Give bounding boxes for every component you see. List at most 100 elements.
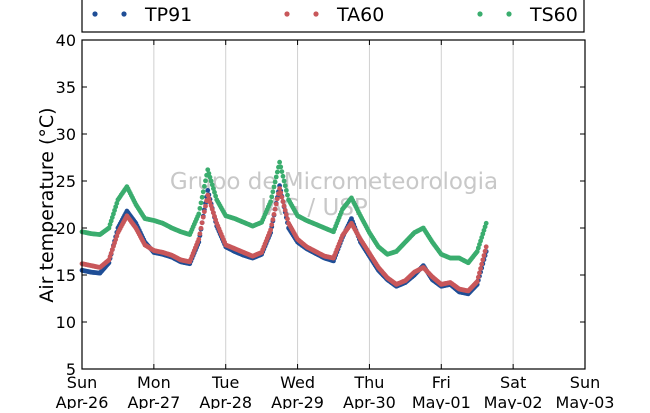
data-point-fill (477, 270, 482, 276)
data-point-fill (271, 184, 277, 190)
data-point-fill (201, 183, 207, 189)
data-point-fill (279, 169, 285, 175)
data-point-fill (199, 220, 205, 226)
legend-marker (92, 11, 98, 17)
y-axis: 5 10 15 20 25 30 35 40 (56, 31, 585, 379)
x-tick-label-date: May-02 (484, 393, 543, 409)
series-ts60 (79, 159, 489, 266)
data-point (483, 220, 489, 226)
data-point-fill (197, 205, 203, 211)
data-point-fill (478, 266, 483, 271)
data-point-fill (279, 194, 285, 200)
y-tick-label: 25 (56, 172, 76, 191)
data-point-fill (201, 209, 207, 215)
x-tick-label-date: Apr-30 (343, 393, 396, 409)
y-tick-label: 10 (56, 313, 76, 332)
x-tick-label-day: Sat (500, 373, 526, 392)
data-point-fill (272, 206, 278, 212)
legend: TP91 TA60 TS60 (81, 0, 585, 33)
grid (153, 40, 514, 369)
data-point (268, 227, 274, 233)
data-point-fill (203, 178, 208, 184)
data-point-fill (281, 203, 287, 209)
data-point (483, 244, 489, 250)
x-tick-label-date: Apr-28 (199, 393, 252, 409)
data-point-fill (282, 183, 288, 189)
data-point-fill (206, 171, 212, 176)
x-tick-label-date: Apr-27 (127, 393, 180, 409)
plot-frame (81, 39, 586, 370)
data-point (205, 188, 211, 193)
data-point-fill (212, 189, 217, 195)
data-point-fill (479, 261, 485, 267)
x-axis: SunApr-26MonApr-27TueApr-28WedApr-29ThuA… (56, 40, 615, 412)
data-point (196, 236, 202, 242)
data-point-fill (199, 194, 205, 200)
data-point-fill (272, 179, 278, 185)
legend-box (81, 0, 585, 33)
data-point-fill (482, 248, 488, 254)
data-point (474, 279, 480, 284)
data-point (268, 199, 274, 205)
data-point (277, 186, 283, 191)
data-point-fill (198, 200, 204, 206)
data-point-fill (280, 199, 286, 204)
y-tick-label: 35 (56, 78, 76, 97)
data-point-fill (208, 178, 214, 184)
legend-label: TA60 (336, 4, 384, 26)
data-point-fill (200, 214, 206, 220)
data-point-fill (269, 222, 275, 228)
x-tick-label-date: May-01 (412, 393, 471, 409)
y-tick-label: 30 (56, 125, 76, 144)
legend-label: TS60 (529, 4, 578, 26)
legend-item-tp91: TP91 (92, 4, 192, 26)
data-point (277, 159, 283, 165)
data-point (196, 211, 202, 217)
x-tick-label-day: Fri (432, 373, 451, 392)
x-tick-label-day: Sun (67, 373, 97, 392)
legend-label: TP91 (144, 4, 192, 26)
y-tick-label: 40 (56, 31, 76, 50)
data-point-fill (278, 190, 284, 196)
data-point-fill (207, 174, 213, 180)
data-point-fill (274, 169, 280, 175)
watermark-line-1: Grupo de Micrometeorologia (170, 169, 498, 195)
y-tick-label: 15 (56, 266, 76, 285)
legend-marker (477, 11, 483, 17)
data-point-fill (198, 225, 204, 231)
y-tick-label: 5 (66, 360, 76, 379)
data-point-fill (210, 186, 216, 191)
y-tick-label: 20 (56, 219, 76, 238)
data-point-fill (283, 212, 289, 218)
data-point-fill (269, 194, 275, 200)
data-point-fill (480, 257, 486, 263)
legend-marker (284, 11, 290, 17)
x-tick-label-day: Sun (570, 373, 600, 392)
data-point-fill (282, 207, 288, 213)
data-point-fill (273, 174, 279, 180)
data-point-fill (283, 188, 289, 193)
data-point-fill (481, 253, 487, 258)
legend-item-ts60: TS60 (477, 4, 578, 26)
data-point-fill (209, 182, 215, 188)
x-tick-label-date: May-03 (556, 393, 615, 409)
data-point-fill (200, 189, 206, 195)
legend-marker (313, 11, 319, 17)
x-tick-label-day: Wed (280, 373, 315, 392)
data-point-fill (278, 164, 284, 170)
x-tick-label-date: Apr-29 (271, 393, 324, 409)
watermark: Grupo de Micrometeorologia IAG / USP (170, 169, 498, 221)
data-point-fill (271, 211, 277, 217)
legend-marker (506, 11, 512, 17)
data-point-fill (281, 178, 287, 184)
data-point-fill (270, 217, 276, 222)
series-layer (79, 159, 489, 297)
data-point-fill (285, 192, 290, 198)
data-point-fill (273, 201, 279, 207)
data-point-fill (203, 203, 208, 209)
y-axis-label: Air temperature (°C) (36, 107, 58, 302)
data-point-fill (280, 173, 286, 179)
x-tick-label-day: Mon (137, 373, 171, 392)
